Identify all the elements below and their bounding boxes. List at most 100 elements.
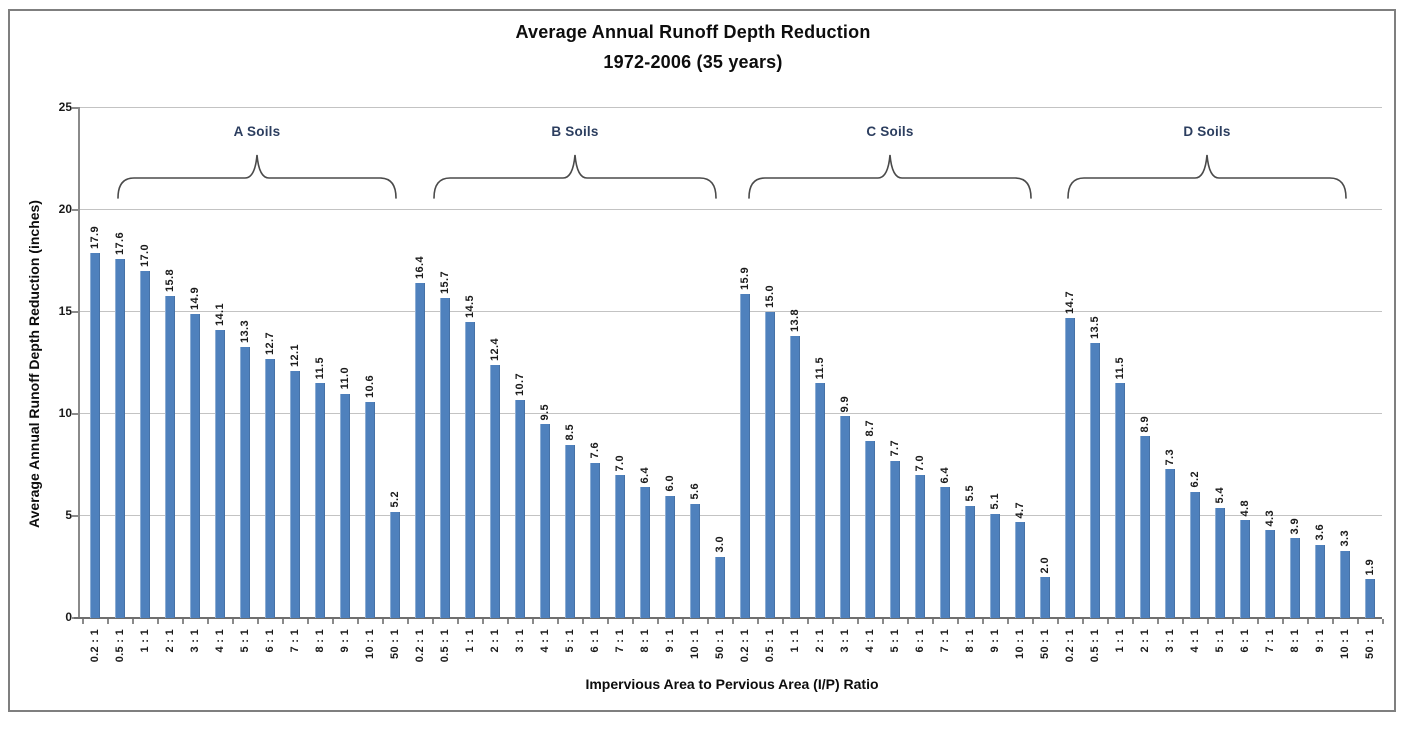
bar <box>1014 522 1025 618</box>
y-axis-tick <box>72 515 79 517</box>
x-axis-tick <box>507 619 509 624</box>
x-tick-label: 5 : 1 <box>557 629 582 653</box>
bar-slot: 14.1 <box>207 108 232 618</box>
bar-slot: 11.5 <box>1107 108 1132 618</box>
bar <box>189 314 200 618</box>
x-tick-label: 5 : 1 <box>1207 629 1232 653</box>
x-tick-label: 1 : 1 <box>457 629 482 653</box>
x-axis-tick <box>332 619 334 624</box>
bar-value-label: 14.5 <box>463 295 476 319</box>
x-axis-tick <box>1132 619 1134 624</box>
bar-slot: 11.5 <box>807 108 832 618</box>
bar <box>589 462 600 618</box>
bar-slot: 13.5 <box>1082 108 1107 618</box>
x-axis-tick <box>957 619 959 624</box>
bar-value-label: 7.0 <box>613 454 626 472</box>
bar-value-label: 7.0 <box>913 454 926 472</box>
x-tick-label-text: 8 : 1 <box>963 629 976 653</box>
bar <box>689 503 700 618</box>
bar <box>1214 507 1225 618</box>
x-axis-tick <box>407 619 409 624</box>
bar-slot: 13.3 <box>232 108 257 618</box>
y-tick-label: 15 <box>58 304 72 318</box>
x-tick-label: 2 : 1 <box>1132 629 1157 653</box>
x-tick-label-text: 2 : 1 <box>813 629 826 653</box>
x-axis-tick <box>557 619 559 624</box>
bar-slot: 12.7 <box>257 108 282 618</box>
x-tick-label: 9 : 1 <box>982 629 1007 653</box>
bar <box>339 393 350 618</box>
bar-value-label: 11.5 <box>313 357 326 380</box>
bar-slot: 6.2 <box>1182 108 1207 618</box>
bar <box>1364 579 1375 618</box>
bar <box>639 487 650 618</box>
bar-slot: 1.9 <box>1357 108 1382 618</box>
x-axis-tick <box>282 619 284 624</box>
x-tick-label-text: 5 : 1 <box>238 629 251 653</box>
x-tick-label-text: 9 : 1 <box>338 629 351 653</box>
group-label: B Soils <box>551 124 599 139</box>
x-tick-label-text: 3 : 1 <box>188 629 201 653</box>
x-axis-tick <box>732 619 734 624</box>
bar-slot: 14.9 <box>182 108 207 618</box>
x-tick-label-text: 7 : 1 <box>288 629 301 653</box>
x-axis-tick <box>182 619 184 624</box>
x-tick-label: 6 : 1 <box>582 629 607 653</box>
x-tick-label-text: 10 : 1 <box>688 629 701 659</box>
bar-value-label: 5.1 <box>988 493 1001 510</box>
bar <box>1264 530 1275 618</box>
x-axis-tick <box>107 619 109 624</box>
x-axis-tick <box>1182 619 1184 624</box>
x-axis-tick <box>1232 619 1234 624</box>
bar-value-label: 4.7 <box>1013 501 1026 519</box>
x-tick-label: 6 : 1 <box>257 629 282 653</box>
y-axis-label: Average Annual Runoff Depth Reduction (i… <box>26 200 42 528</box>
gridline <box>80 311 1382 312</box>
bar-value-label: 11.5 <box>1113 357 1126 380</box>
bar-slot: 9.9 <box>832 108 857 618</box>
x-tick-label-text: 50 : 1 <box>713 629 726 659</box>
x-axis-tick <box>632 619 634 624</box>
bar-slot: 14.5 <box>457 108 482 618</box>
x-tick-label: 8 : 1 <box>957 629 982 653</box>
bar <box>489 365 500 618</box>
bar-value-label: 2.0 <box>1038 556 1051 574</box>
x-tick-label-text: 6 : 1 <box>1238 629 1251 653</box>
plot-area: 17.9 17.6 17.0 15.8 14.9 14.1 13.3 12.7 12.1 11.5… <box>82 108 1382 618</box>
x-tick-label: 4 : 1 <box>1182 629 1207 653</box>
bar <box>989 513 1000 618</box>
x-tick-label-text: 0.5 : 1 <box>1088 629 1101 663</box>
x-tick-label: 6 : 1 <box>907 629 932 653</box>
x-tick-label: 0.5 : 1 <box>1082 629 1107 662</box>
x-tick-label-text: 4 : 1 <box>863 629 876 653</box>
x-tick-label-text: 10 : 1 <box>1338 629 1351 659</box>
x-tick-label: 0.2 : 1 <box>82 629 107 662</box>
x-tick-label-text: 0.2 : 1 <box>413 629 426 663</box>
bar <box>89 252 100 618</box>
x-axis-tick <box>932 619 934 624</box>
x-axis-tick <box>82 619 84 624</box>
x-tick-label-text: 6 : 1 <box>913 629 926 653</box>
bar <box>264 358 275 618</box>
x-tick-label-text: 1 : 1 <box>138 629 151 653</box>
bar <box>1189 491 1200 618</box>
x-axis-tick <box>157 619 159 624</box>
bar <box>239 346 250 618</box>
x-tick-label-text: 2 : 1 <box>163 629 176 653</box>
x-tick-label: 5 : 1 <box>232 629 257 653</box>
x-tick-label: 50 : 1 <box>1032 629 1057 659</box>
x-tick-label: 7 : 1 <box>282 629 307 653</box>
x-axis-tick <box>807 619 809 624</box>
group-brace <box>117 154 397 199</box>
x-tick-label-text: 3 : 1 <box>838 629 851 653</box>
bar-slot: 6.0 <box>657 108 682 618</box>
x-axis-tick <box>382 619 384 624</box>
bar-value-label: 15.0 <box>763 284 776 308</box>
x-axis-tick <box>482 619 484 624</box>
gridline <box>80 209 1382 210</box>
bar-value-label: 13.3 <box>238 319 251 343</box>
bar-value-label: 6.4 <box>638 466 651 484</box>
x-axis-tick <box>1332 619 1334 624</box>
x-tick-label: 6 : 1 <box>1232 629 1257 653</box>
x-tick-label: 7 : 1 <box>607 629 632 653</box>
